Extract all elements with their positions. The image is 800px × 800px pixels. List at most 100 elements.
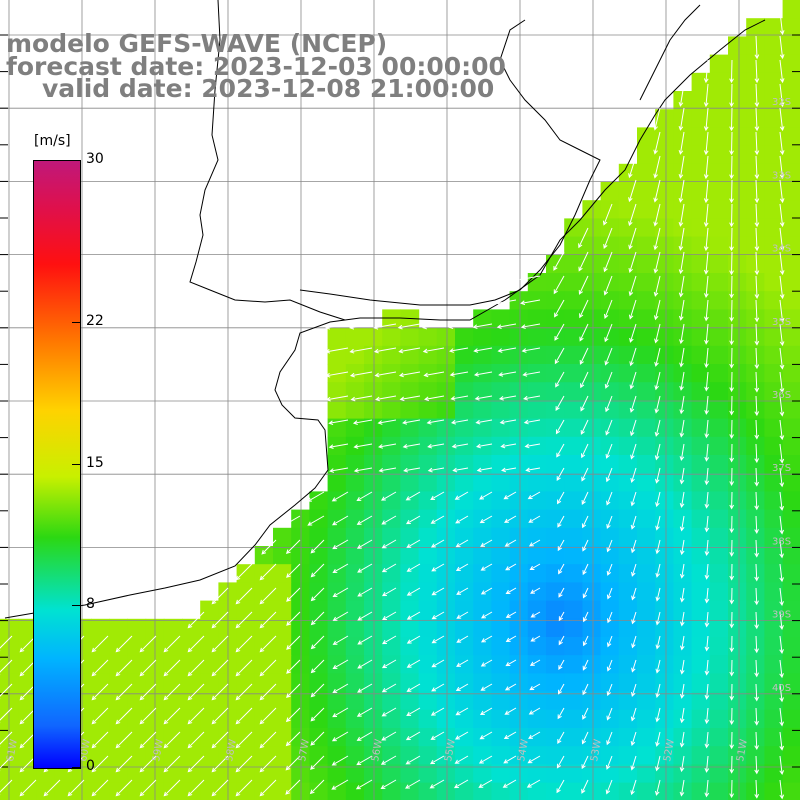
wind-speed-cell — [345, 709, 365, 729]
wind-speed-cell — [746, 655, 765, 674]
wind-speed-cell — [764, 709, 784, 729]
wind-speed-cell — [728, 782, 747, 800]
wind-speed-cell — [364, 746, 383, 765]
wind-speed-cell — [18, 709, 37, 729]
wind-arrow — [520, 323, 541, 329]
wind-speed-cell — [582, 364, 602, 383]
wind-speed-cell — [546, 527, 565, 547]
wind-arrow — [431, 659, 445, 668]
wind-arrow — [398, 347, 421, 354]
wind-speed-cell — [637, 254, 656, 274]
wind-arrow — [431, 563, 445, 572]
wind-arrow — [235, 587, 253, 605]
wind-speed-cell — [163, 655, 183, 674]
wind-speed-cell — [728, 72, 747, 92]
wind-speed-cell — [455, 509, 474, 529]
wind-speed-cell — [527, 564, 547, 583]
wind-speed-cell — [746, 345, 765, 365]
wind-arrow — [729, 659, 735, 677]
wind-arrow — [754, 323, 760, 346]
wind-speed-cell — [564, 436, 583, 456]
wind-speed-cell — [673, 637, 693, 656]
wind-speed-cell — [673, 546, 693, 565]
wind-speed-cell — [728, 746, 747, 765]
wind-arrow — [529, 659, 541, 666]
wind-speed-cell — [782, 72, 800, 92]
wind-speed-cell — [491, 564, 511, 583]
wind-speed-cell — [491, 382, 511, 401]
wind-speed-cell — [764, 182, 784, 201]
wind-arrow — [375, 395, 397, 402]
wind-arrow — [211, 779, 229, 797]
wind-speed-cell — [782, 527, 800, 547]
wind-arrow — [704, 659, 710, 676]
wind-speed-cell — [728, 455, 747, 474]
wind-speed-cell — [546, 691, 565, 711]
wind-arrow — [629, 347, 637, 367]
wind-speed-cell — [473, 455, 492, 474]
wind-speed-cell — [764, 145, 784, 165]
wind-arrow — [472, 323, 493, 329]
wind-speed-cell — [582, 473, 602, 492]
wind-arrows — [0, 11, 785, 800]
wind-arrow — [261, 539, 277, 555]
wind-speed-cell — [254, 728, 274, 747]
wind-arrow — [779, 323, 785, 347]
wind-speed-cell — [691, 728, 711, 747]
wind-arrow — [307, 515, 325, 526]
wind-speed-cell — [764, 473, 784, 492]
wind-speed-cell — [273, 782, 292, 800]
wind-arrow — [729, 251, 734, 276]
wind-speed-cell — [673, 291, 693, 310]
wind-speed-cell — [527, 746, 547, 765]
wind-arrow — [729, 587, 735, 605]
wind-speed-cell — [473, 782, 492, 800]
wind-speed-cell — [546, 418, 565, 438]
wind-speed-cell — [473, 637, 492, 656]
wind-speed-cell — [582, 309, 602, 329]
wind-speed-cell — [546, 382, 565, 401]
wind-arrow — [163, 707, 181, 725]
wind-arrow — [0, 659, 13, 676]
latitude-label: 37S — [772, 463, 791, 474]
wind-speed-cell — [418, 473, 438, 492]
wind-arrow — [779, 515, 785, 535]
wind-arrow — [655, 611, 661, 626]
wind-speed-cell — [746, 254, 765, 274]
wind-arrow — [606, 707, 613, 721]
wind-arrow — [332, 539, 349, 550]
wind-arrow — [779, 11, 785, 36]
wind-speed-cell — [655, 327, 674, 347]
wind-arrow — [259, 587, 277, 605]
wind-speed-cell — [509, 546, 529, 565]
wind-arrow — [357, 611, 373, 621]
wind-arrow — [451, 419, 469, 425]
wind-speed-cell — [709, 91, 729, 110]
wind-speed-cell — [618, 436, 638, 456]
wind-speed-cell — [746, 618, 765, 638]
wind-speed-cell — [400, 382, 420, 401]
wind-arrow — [704, 515, 710, 533]
wind-speed-cell — [473, 436, 492, 456]
wind-arrow — [504, 707, 517, 715]
wind-arrow — [779, 251, 785, 276]
wind-speed-cell — [782, 291, 800, 310]
wind-speed-cell — [527, 709, 547, 729]
wind-speed-cell — [655, 618, 674, 638]
wind-speed-cell — [782, 673, 800, 693]
wind-arrow — [754, 467, 760, 487]
wind-speed-cell — [728, 691, 747, 711]
wind-arrow — [91, 635, 109, 653]
wind-arrow — [528, 515, 541, 523]
wind-speed-cell — [527, 728, 547, 747]
wind-speed-cell — [254, 618, 274, 638]
wind-arrow — [653, 107, 661, 131]
wind-speed-cell — [455, 655, 474, 674]
wind-arrow — [630, 755, 637, 771]
wind-speed-cell — [764, 72, 784, 92]
wind-arrow — [310, 683, 325, 698]
wind-speed-cell — [509, 709, 529, 729]
wind-speed-cell — [436, 546, 456, 565]
